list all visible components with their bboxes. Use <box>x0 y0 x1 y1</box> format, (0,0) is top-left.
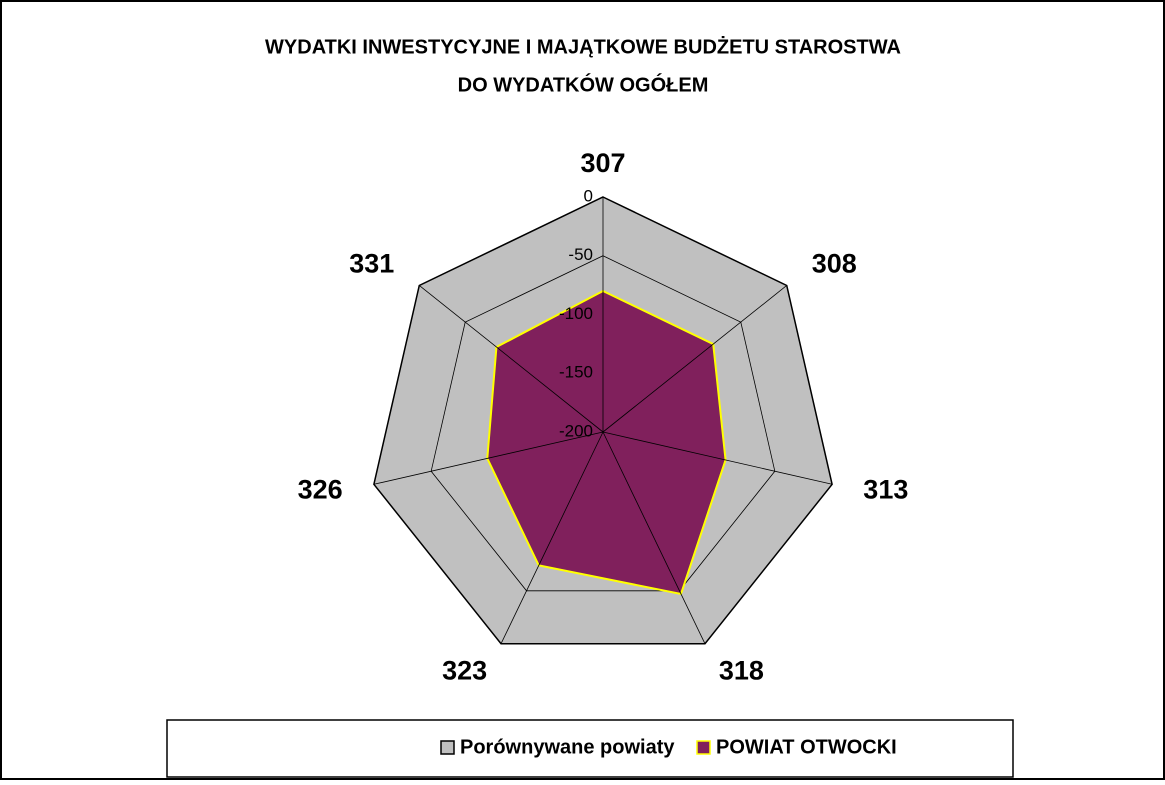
legend-label: POWIAT OTWOCKI <box>716 736 897 758</box>
y-tick-label: -100 <box>559 304 593 323</box>
legend-swatch <box>440 740 455 755</box>
category-label: 313 <box>863 475 908 505</box>
legend-label: Porównywane powiaty <box>460 736 675 758</box>
y-tick-label: 0 <box>584 186 593 205</box>
y-tick-label: -200 <box>559 421 593 440</box>
grid-ring <box>430 255 776 592</box>
category-label: 307 <box>580 148 625 178</box>
chart-title: DO WYDATKÓW OGÓŁEM <box>458 72 709 96</box>
category-label: 326 <box>298 475 343 505</box>
legend-swatch <box>696 740 711 755</box>
spoke <box>602 431 833 485</box>
grid-ring <box>373 196 833 645</box>
category-label: 318 <box>719 656 764 686</box>
spoke <box>500 431 604 644</box>
series-area <box>486 289 727 596</box>
y-tick-label: -150 <box>559 363 593 382</box>
spoke <box>373 431 604 485</box>
chart-title: WYDATKI INWESTYCYJNE I MAJĄTKOWE BUDŻETU… <box>265 35 901 58</box>
category-label: 331 <box>349 249 394 279</box>
y-tick-label: -50 <box>568 245 593 264</box>
category-label: 308 <box>812 249 857 279</box>
spoke <box>602 431 706 644</box>
legend-box <box>166 719 1014 778</box>
spoke <box>602 285 787 433</box>
category-label: 323 <box>442 656 487 686</box>
spoke <box>419 285 604 433</box>
